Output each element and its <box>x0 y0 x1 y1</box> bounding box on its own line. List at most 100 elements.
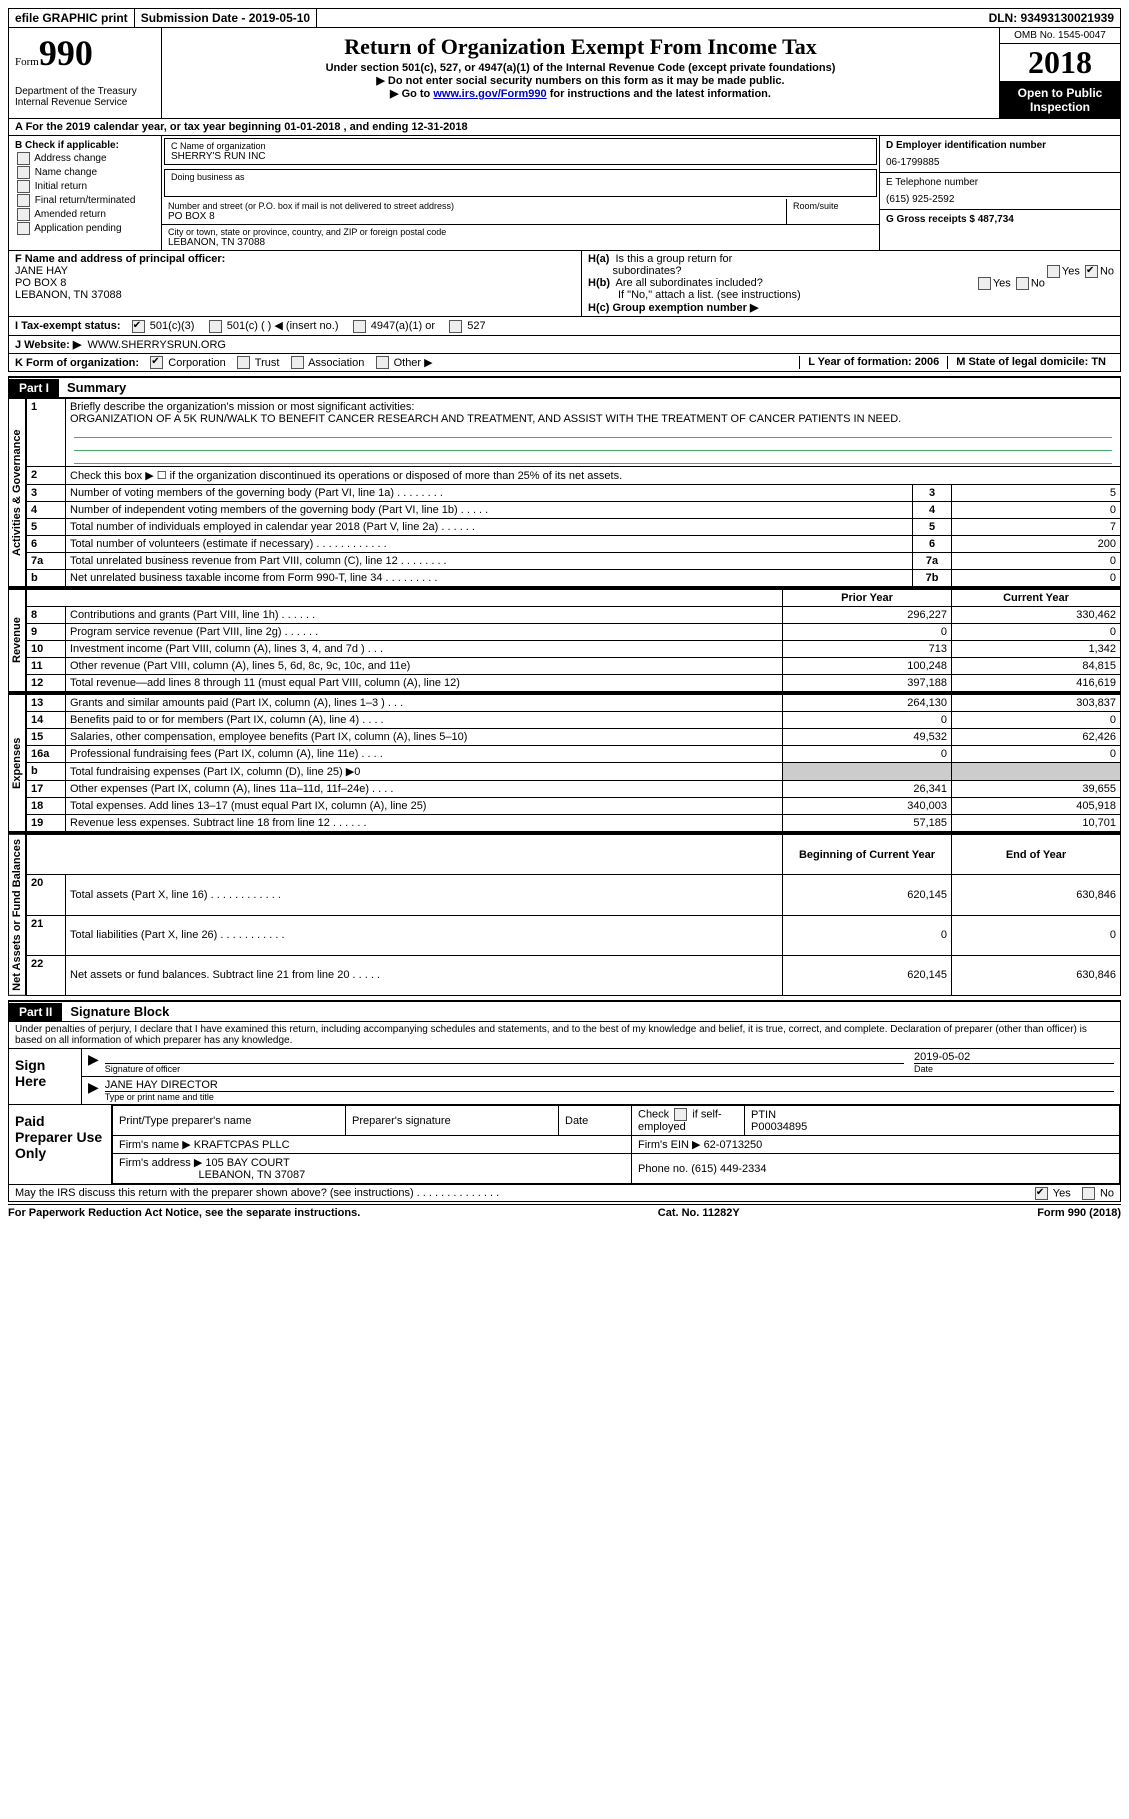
section-vlabel: Expenses <box>8 694 26 832</box>
section-vlabel: Net Assets or Fund Balances <box>8 834 26 996</box>
officer-group-row: F Name and address of principal officer:… <box>8 251 1121 317</box>
cb-amended[interactable] <box>17 208 30 221</box>
officer-addr1: PO BOX 8 <box>15 277 66 289</box>
cb-assoc[interactable] <box>291 356 304 369</box>
hb-label: H(b) <box>588 277 610 289</box>
cb-final-return[interactable] <box>17 194 30 207</box>
firm-name-label: Firm's name ▶ <box>119 1139 191 1151</box>
row-k-label: K Form of organization: <box>15 357 139 369</box>
firm-phone-label: Phone no. <box>638 1163 688 1175</box>
part2-header: Part II Signature Block <box>8 1000 1121 1022</box>
label-dba: Doing business as <box>171 172 870 182</box>
cb-initial-return[interactable] <box>17 180 30 193</box>
efile-label[interactable]: efile GRAPHIC print <box>9 9 135 27</box>
footer-right: Form 990 (2018) <box>1037 1207 1121 1219</box>
part1-title: Summary <box>59 378 134 397</box>
firm-addr-label: Firm's address ▶ <box>119 1157 202 1169</box>
label-org-name: C Name of organization <box>171 141 870 151</box>
firm-phone: (615) 449-2334 <box>691 1163 766 1175</box>
tax-year: 2018 <box>1000 44 1120 82</box>
opt-501c3: 501(c)(3) <box>150 320 195 332</box>
preparer-side-label: Paid Preparer Use Only <box>9 1105 112 1184</box>
discuss-row: May the IRS discuss this return with the… <box>8 1185 1121 1202</box>
cb-app-pending[interactable] <box>17 222 30 235</box>
part1-label: Part I <box>9 379 59 397</box>
cb-discuss-yes[interactable] <box>1035 1187 1048 1200</box>
form-number: 990 <box>39 33 93 73</box>
submission-date: Submission Date - 2019-05-10 <box>135 9 317 27</box>
footer-left: For Paperwork Reduction Act Notice, see … <box>8 1207 360 1219</box>
sign-here-label: Sign Here <box>9 1049 82 1104</box>
form990-link[interactable]: www.irs.gov/Form990 <box>433 88 546 100</box>
part2-label: Part II <box>9 1003 62 1021</box>
year-formation: L Year of formation: 2006 <box>808 356 939 368</box>
ha-yes: Yes <box>1062 265 1080 277</box>
officer-name-title: JANE HAY DIRECTOR <box>105 1079 1114 1091</box>
top-bar: efile GRAPHIC print Submission Date - 20… <box>8 8 1121 28</box>
cb-4947[interactable] <box>353 320 366 333</box>
box-b-title: B Check if applicable: <box>15 140 119 151</box>
org-name: SHERRY'S RUN INC <box>171 151 870 162</box>
note-ssn: ▶ Do not enter social security numbers o… <box>172 74 989 87</box>
section-a-period: A For the 2019 calendar year, or tax yea… <box>8 119 1121 136</box>
dept-irs: Internal Revenue Service <box>15 97 155 108</box>
cb-ha-no[interactable] <box>1085 265 1098 278</box>
preparer-block: Paid Preparer Use Only Print/Type prepar… <box>8 1105 1121 1185</box>
cb-corp[interactable] <box>150 356 163 369</box>
cb-hb-yes[interactable] <box>978 277 991 290</box>
website-row: J Website: ▶ WWW.SHERRYSRUN.ORG <box>8 336 1121 354</box>
cb-address-change[interactable] <box>17 152 30 165</box>
note-goto-pre: ▶ Go to <box>390 88 433 100</box>
cb-527[interactable] <box>449 320 462 333</box>
ptin-label: PTIN <box>751 1109 776 1121</box>
dln-label: DLN: 93493130021939 <box>983 9 1120 27</box>
name-title-label: Type or print name and title <box>105 1091 1114 1102</box>
label-amended: Amended return <box>34 209 106 220</box>
cb-name-change[interactable] <box>17 166 30 179</box>
form-subtitle: Under section 501(c), 527, or 4947(a)(1)… <box>172 62 989 74</box>
label-officer: F Name and address of principal officer: <box>15 253 225 265</box>
cb-self-employed[interactable] <box>674 1108 687 1121</box>
cb-discuss-no[interactable] <box>1082 1187 1095 1200</box>
cb-trust[interactable] <box>237 356 250 369</box>
summary-table: 13Grants and similar amounts paid (Part … <box>26 694 1121 832</box>
discuss-yes: Yes <box>1053 1187 1071 1199</box>
part2-title: Signature Block <box>62 1002 177 1021</box>
state-domicile: M State of legal domicile: TN <box>956 356 1106 368</box>
dept-treasury: Department of the Treasury <box>15 86 155 97</box>
firm-name: KRAFTCPAS PLLC <box>194 1139 290 1151</box>
penalty-statement: Under penalties of perjury, I declare th… <box>8 1022 1121 1049</box>
cb-hb-no[interactable] <box>1016 277 1029 290</box>
opt-501c: 501(c) ( ) ◀ (insert no.) <box>227 320 339 332</box>
sign-block: Sign Here ▶ Signature of officer 2019-05… <box>8 1049 1121 1105</box>
summary-table: 1Briefly describe the organization's mis… <box>26 398 1121 587</box>
org-city: LEBANON, TN 37088 <box>168 237 873 248</box>
ptin-value: P00034895 <box>751 1121 807 1133</box>
label-name-change: Name change <box>35 167 97 178</box>
section-vlabel: Revenue <box>8 589 26 692</box>
part1-header: Part I Summary <box>8 376 1121 398</box>
section-vlabel: Activities & Governance <box>8 398 26 587</box>
note-goto-post: for instructions and the latest informat… <box>547 88 771 100</box>
cb-ha-yes[interactable] <box>1047 265 1060 278</box>
entity-info-grid: B Check if applicable: Address change Na… <box>8 136 1121 251</box>
arrow-icon: ▶ <box>88 1051 99 1074</box>
preparer-table: Print/Type preparer's name Preparer's si… <box>112 1105 1120 1184</box>
gross-receipts: G Gross receipts $ 487,734 <box>886 214 1014 225</box>
label-ein: D Employer identification number <box>886 140 1046 151</box>
label-city: City or town, state or province, country… <box>168 227 873 237</box>
cb-501c3[interactable] <box>132 320 145 333</box>
label-address: Number and street (or P.O. box if mail i… <box>168 201 780 211</box>
firm-addr2: LEBANON, TN 37087 <box>198 1169 305 1181</box>
open-public-2: Inspection <box>1002 100 1118 114</box>
opt-other: Other ▶ <box>394 357 433 369</box>
row-i-label: I Tax-exempt status: <box>15 320 121 332</box>
org-address: PO BOX 8 <box>168 211 780 222</box>
cb-other[interactable] <box>376 356 389 369</box>
prep-check-label: Check <box>638 1108 669 1120</box>
cb-501c[interactable] <box>209 320 222 333</box>
prep-name-hdr: Print/Type preparer's name <box>113 1106 346 1136</box>
firm-ein-label: Firm's EIN ▶ <box>638 1139 701 1151</box>
sig-date-value: 2019-05-02 <box>914 1051 1114 1063</box>
label-phone: E Telephone number <box>886 177 1114 188</box>
